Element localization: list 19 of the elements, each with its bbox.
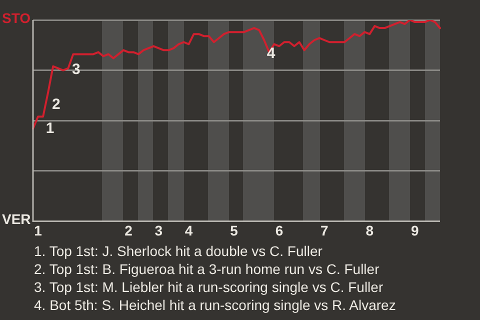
x-tick-label: 8 (366, 222, 374, 238)
annotation: 1 (46, 120, 54, 137)
x-tick-label: 3 (154, 222, 163, 238)
text: VER (2, 211, 31, 228)
x-tick-label: 6 (275, 222, 284, 238)
annotation: 4 (266, 45, 276, 62)
x-tick-label: 1 (34, 222, 42, 238)
text: 1. Top 1st: J. Sherlock hit a double vs C. Fuller (34, 242, 324, 260)
text: 4. Bot 5th: S. Heichel hit a run-scoring single vs R. Alvarez (34, 296, 396, 314)
annotation: 3 (72, 61, 80, 78)
text: STO (2, 10, 31, 26)
x-tick-label: 7 (320, 222, 329, 238)
text: 2. Top 1st: B. Figueroa hit a 3-run home run vs C. Fuller (34, 260, 380, 278)
x-tick-label: 4 (184, 222, 193, 238)
annotation: 2 (52, 96, 60, 112)
x-tick-label: 5 (230, 222, 238, 238)
text: 3. Top 1st: M. Liebler hit a run-scoring single vs C. Fuller (34, 278, 384, 296)
x-tick-label: 2 (124, 222, 133, 238)
x-tick-label: 9 (410, 222, 419, 238)
